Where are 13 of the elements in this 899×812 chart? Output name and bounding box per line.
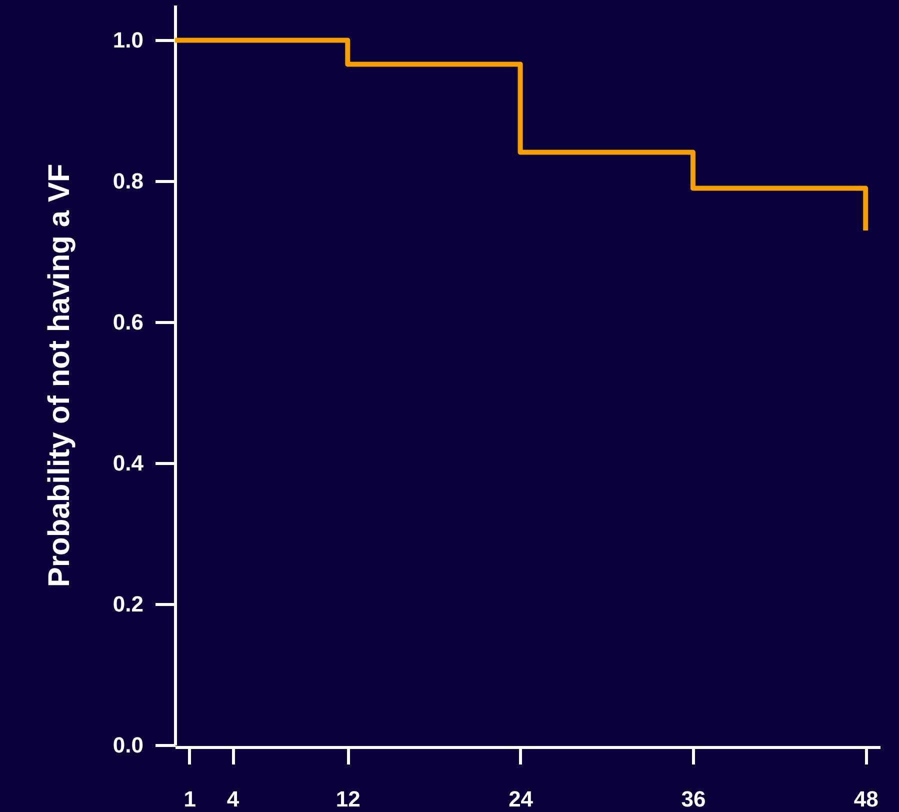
y-tick-label: 0.0 — [112, 732, 144, 758]
y-tick-label: 0.4 — [112, 450, 144, 476]
x-tick-label: 12 — [336, 786, 360, 812]
y-tick-label: 0.6 — [112, 310, 144, 335]
y-tick-label: 1.0 — [112, 28, 144, 53]
x-tick-label: 36 — [681, 786, 706, 812]
x-tick-label: 48 — [854, 786, 878, 812]
x-tick-label: 1 — [184, 786, 196, 812]
x-tick-label: 24 — [508, 786, 534, 812]
y-tick-label: 0.8 — [112, 168, 144, 194]
y-axis-title: Probability of not having a VF — [42, 164, 76, 588]
y-tick-label: 0.2 — [112, 592, 144, 617]
x-tick-label: 4 — [226, 786, 240, 812]
